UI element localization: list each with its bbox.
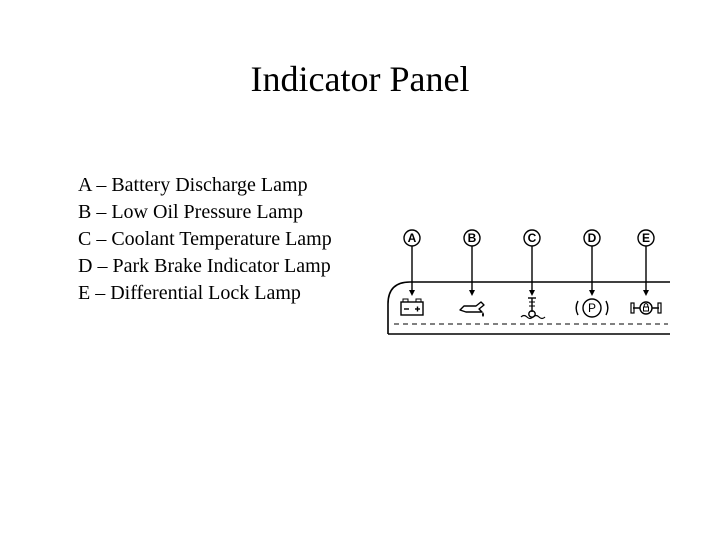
indicator-panel-diagram: A B C D E P bbox=[384, 224, 674, 342]
battery-icon bbox=[401, 299, 423, 315]
svg-text:E: E bbox=[642, 231, 650, 245]
callout-b: B bbox=[464, 230, 480, 296]
difflock-icon bbox=[631, 302, 661, 314]
temperature-icon bbox=[521, 298, 545, 319]
legend-item-e: E – Differential Lock Lamp bbox=[78, 280, 338, 307]
svg-text:P: P bbox=[588, 301, 596, 315]
page-title: Indicator Panel bbox=[0, 58, 720, 100]
callout-a: A bbox=[404, 230, 420, 296]
oil-icon bbox=[460, 302, 484, 317]
legend-item-a: A – Battery Discharge Lamp bbox=[78, 172, 338, 199]
legend-item-b: B – Low Oil Pressure Lamp bbox=[78, 199, 338, 226]
park-icon: P bbox=[576, 299, 607, 317]
svg-text:A: A bbox=[408, 231, 417, 245]
callout-d: D bbox=[584, 230, 600, 296]
svg-text:B: B bbox=[468, 231, 477, 245]
callout-e: E bbox=[638, 230, 654, 296]
legend-item-d: D – Park Brake Indicator Lamp bbox=[78, 253, 338, 280]
svg-text:C: C bbox=[528, 231, 537, 245]
legend-item-c: C – Coolant Temperature Lamp bbox=[78, 226, 338, 253]
panel-outline bbox=[388, 282, 670, 334]
svg-text:D: D bbox=[588, 231, 597, 245]
legend-list: A – Battery Discharge LampB – Low Oil Pr… bbox=[78, 172, 338, 307]
callout-c: C bbox=[524, 230, 540, 296]
